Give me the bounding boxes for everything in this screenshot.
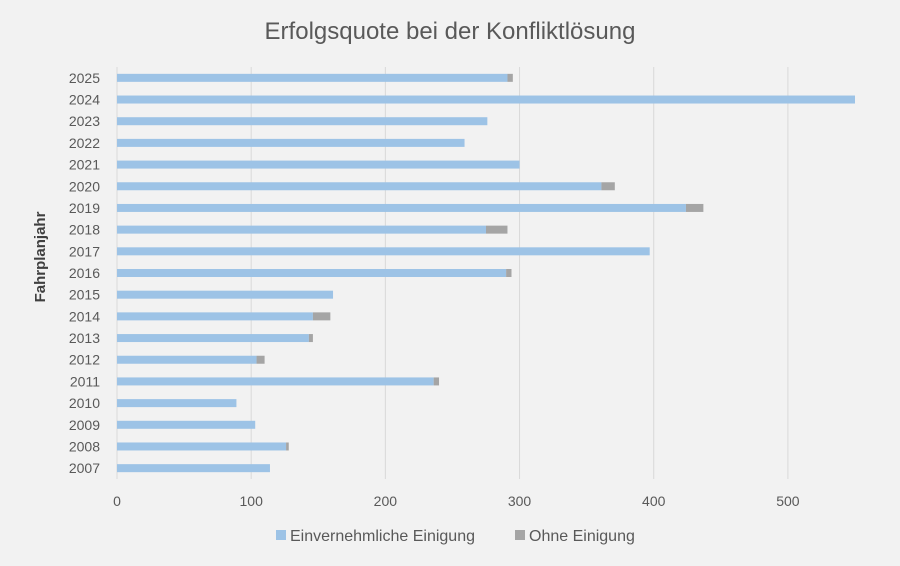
x-tick-label: 400 (642, 493, 666, 509)
y-tick-label: 2022 (69, 135, 100, 151)
bar-einvernehmliche-einigung (117, 464, 270, 473)
bar-einvernehmliche-einigung (117, 377, 434, 386)
bar-einvernehmliche-einigung (117, 203, 686, 212)
bar-einvernehmliche-einigung (117, 420, 256, 429)
bar-einvernehmliche-einigung (117, 269, 507, 277)
bar-einvernehmliche-einigung (117, 160, 520, 169)
bar-einvernehmliche-einigung (117, 399, 237, 408)
y-tick-label: 2012 (69, 352, 100, 368)
chart-title: Erfolgsquote bei der Konfliktlösung (265, 18, 636, 45)
bar-einvernehmliche-einigung (117, 182, 602, 191)
y-tick-label: 2009 (69, 417, 100, 433)
y-tick-label: 2017 (69, 243, 100, 259)
y-axis-title: Fahrplanjahr (32, 211, 49, 302)
y-tick-label: 2016 (69, 265, 100, 281)
x-tick-label: 500 (776, 493, 800, 509)
bar-einvernehmliche-einigung (117, 73, 508, 82)
bar-einvernehmliche-einigung (117, 334, 309, 343)
y-tick-label: 2015 (69, 287, 100, 303)
y-axis-tick-labels: 2025 2024 2023 2022 2021 2020 2019 2018 2017 2016… (69, 70, 100, 476)
bar-ohne-einigung (506, 269, 512, 277)
bar-einvernehmliche-einigung (117, 95, 855, 104)
legend-swatch (276, 530, 286, 540)
bar-ohne-einigung (486, 225, 508, 234)
y-tick-label: 2013 (69, 330, 100, 346)
bar-einvernehmliche-einigung (117, 247, 650, 256)
y-tick-label: 2020 (69, 178, 100, 194)
y-tick-label: 2025 (69, 70, 100, 86)
bar-ohne-einigung (256, 355, 265, 364)
bar-ohne-einigung (507, 73, 513, 82)
y-tick-label: 2021 (69, 157, 100, 173)
y-tick-label: 2018 (69, 222, 100, 238)
bar-ohne-einigung (308, 334, 313, 343)
bar-einvernehmliche-einigung (117, 290, 334, 299)
y-tick-label: 2007 (69, 460, 100, 476)
bar-ohne-einigung (312, 312, 331, 321)
y-tick-label: 2019 (69, 200, 100, 216)
y-tick-label: 2014 (69, 308, 100, 324)
bar-einvernehmliche-einigung (117, 312, 313, 321)
bar-ohne-einigung (601, 182, 615, 191)
bars (117, 73, 855, 473)
bar-einvernehmliche-einigung (117, 138, 465, 147)
y-tick-label: 2011 (70, 373, 100, 389)
bar-einvernehmliche-einigung (117, 442, 287, 451)
y-tick-label: 2010 (69, 395, 100, 411)
legend: Einvernehmliche Einigung Ohne Einigung (276, 528, 635, 545)
y-tick-label: 2008 (69, 438, 100, 454)
bar-einvernehmliche-einigung (117, 355, 257, 364)
bar-einvernehmliche-einigung (117, 225, 486, 234)
x-axis-tick-labels: 0 100 200 300 400 500 (113, 493, 800, 509)
bar-ohne-einigung (685, 203, 704, 212)
x-tick-label: 200 (374, 493, 398, 509)
y-tick-label: 2024 (69, 92, 100, 108)
legend-label: Ohne Einigung (529, 528, 635, 545)
x-tick-label: 300 (508, 493, 532, 509)
x-tick-label: 100 (240, 493, 264, 509)
bar-einvernehmliche-einigung (117, 117, 488, 126)
x-tick-label: 0 (113, 493, 121, 509)
bar-ohne-einigung (433, 377, 440, 386)
y-tick-label: 2023 (69, 113, 100, 129)
legend-label: Einvernehmliche Einigung (290, 528, 475, 545)
legend-swatch (515, 530, 525, 540)
bar-ohne-einigung (286, 442, 289, 451)
